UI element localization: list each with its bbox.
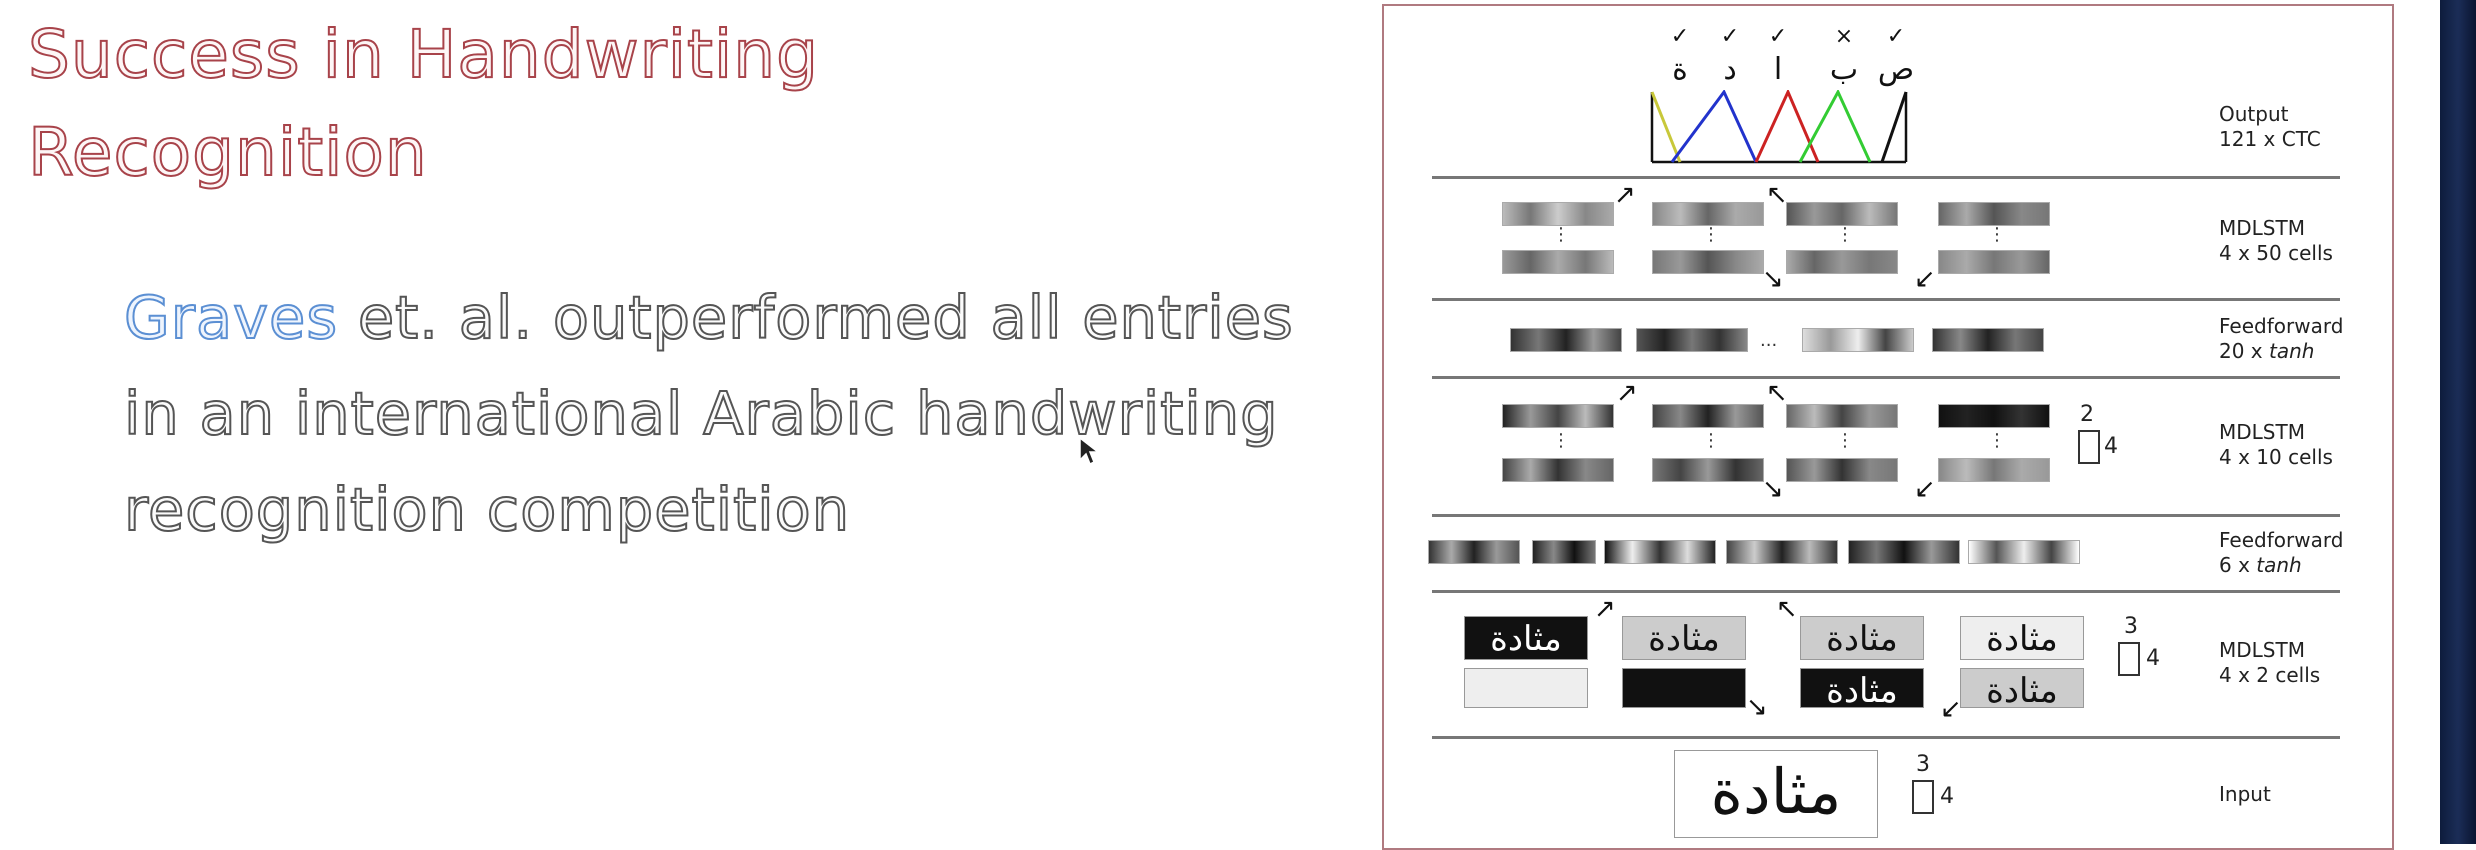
- check-mark-2: ✓: [1720, 24, 1740, 49]
- separator: [1432, 514, 2340, 517]
- arrow-down-right: ↘: [1762, 264, 1784, 294]
- dimension-height: 3: [1916, 752, 1930, 777]
- word-activation-image: [1622, 668, 1746, 708]
- vertical-ellipsis: ⋮: [1836, 224, 1854, 245]
- activation-strip: [1652, 404, 1764, 428]
- vertical-ellipsis: ⋮: [1702, 430, 1720, 451]
- activation-strip: [1786, 202, 1898, 226]
- activation-strip: [1786, 250, 1898, 274]
- cross-mark: ×: [1834, 24, 1854, 49]
- arrow-down-right: ↘: [1746, 692, 1768, 722]
- layer-label-mdlstm-10: MDLSTM 4 x 10 cells: [2219, 420, 2333, 469]
- vertical-ellipsis: ⋮: [1552, 430, 1570, 451]
- arrow-up-left: ↖: [1766, 378, 1788, 408]
- network-diagram: ✓ ✓ ✓ × ✓ ة د ا ب ص Output 121 x CTC ⋮ ⋮ …: [1382, 4, 2394, 850]
- word-activation-image: مثادة: [1622, 616, 1746, 660]
- activation-strip: [1802, 328, 1914, 352]
- arrow-up-right: ↗: [1594, 594, 1616, 624]
- output-glyph-5: ص: [1877, 52, 1915, 87]
- activation-strip: [1428, 540, 1520, 564]
- vertical-ellipsis: ⋮: [1988, 430, 2006, 451]
- layer-label-input: Input: [2219, 782, 2271, 806]
- word-activation-image: مثادة: [1464, 616, 1588, 660]
- dimension-box-icon: [1912, 780, 1934, 814]
- slide-body-text: Graves et. al. outperformed all entries …: [123, 270, 1344, 558]
- activation-strip: [1502, 202, 1614, 226]
- activation-strip: [1532, 540, 1596, 564]
- activation-strip: [1726, 540, 1838, 564]
- arrow-up-right: ↗: [1614, 180, 1636, 210]
- activation-strip: [1510, 328, 1622, 352]
- arrow-down-left: ↙: [1940, 694, 1962, 724]
- activation-strip: [1786, 458, 1898, 482]
- slide-title: Success in Handwriting Recognition: [27, 15, 819, 192]
- output-glyph-1: ة: [1672, 52, 1688, 87]
- activation-strip: [1502, 250, 1614, 274]
- layer-label-mdlstm-2: MDLSTM 4 x 2 cells: [2219, 638, 2321, 687]
- word-activation-image: مثادة: [1800, 668, 1924, 711]
- activation-strip: [1502, 404, 1614, 428]
- dimension-height: 2: [2080, 402, 2094, 427]
- activation-strip: [1938, 202, 2050, 226]
- layer-label-feedforward-20: Feedforward 20 x tanh: [2219, 314, 2344, 363]
- check-mark-3: ✓: [1768, 24, 1788, 49]
- arrow-down-left: ↙: [1914, 474, 1936, 504]
- separator: [1432, 590, 2340, 593]
- dimension-width: 4: [2146, 646, 2160, 671]
- layer-label-mdlstm-50: MDLSTM 4 x 50 cells: [2219, 216, 2333, 265]
- word-activation-image: مثادة: [1960, 616, 2084, 660]
- word-activation-image: مثادة: [1960, 668, 2084, 711]
- activation-strip: [1938, 250, 2050, 274]
- activation-strip: [1652, 250, 1764, 274]
- activation-strip: [1604, 540, 1716, 564]
- dimension-width: 4: [1940, 784, 1954, 809]
- output-glyph-3: ا: [1773, 52, 1783, 87]
- layer-label-feedforward-6: Feedforward 6 x tanh: [2219, 528, 2344, 577]
- arrow-up-right: ↗: [1616, 378, 1638, 408]
- activation-strip: [1502, 458, 1614, 482]
- dimension-box-icon: [2078, 430, 2100, 464]
- author-highlight: Graves: [123, 282, 339, 353]
- output-glyph-2: د: [1723, 52, 1737, 87]
- arrow-up-left: ↖: [1766, 180, 1788, 210]
- arrow-down-left: ↙: [1914, 264, 1936, 294]
- dimension-box-icon: [2118, 642, 2140, 676]
- separator: [1432, 376, 2340, 379]
- vertical-ellipsis: ⋮: [1836, 430, 1854, 451]
- dimension-width: 4: [2104, 434, 2118, 459]
- body-rest: et. al. outperformed all entries in an i…: [123, 282, 1294, 545]
- vertical-ellipsis: ⋮: [1702, 224, 1720, 245]
- separator: [1432, 176, 2340, 179]
- word-activation-image: [1464, 668, 1588, 708]
- activation-strip: [1938, 404, 2050, 428]
- layer-label-output: Output 121 x CTC: [2219, 102, 2321, 151]
- window-edge: [2440, 0, 2476, 844]
- activation-strip: [1932, 328, 2044, 352]
- activation-strip: [1848, 540, 1960, 564]
- check-mark-1: ✓: [1670, 24, 1690, 49]
- activation-strip: [1938, 458, 2050, 482]
- activation-strip: [1636, 328, 1748, 352]
- vertical-ellipsis: ⋮: [1988, 224, 2006, 245]
- check-mark-4: ✓: [1886, 24, 1906, 49]
- separator: [1432, 298, 2340, 301]
- horizontal-ellipsis: ...: [1760, 330, 1778, 351]
- activation-strip: [1652, 458, 1764, 482]
- activation-strip: [1786, 404, 1898, 428]
- activation-strip: [1968, 540, 2080, 564]
- arrow-up-left: ↖: [1776, 594, 1798, 624]
- word-activation-image: مثادة: [1800, 616, 1924, 660]
- vertical-ellipsis: ⋮: [1552, 224, 1570, 245]
- separator: [1432, 736, 2340, 739]
- ctc-output-plot: [1650, 90, 1908, 164]
- input-handwriting-image: مثادة: [1674, 750, 1878, 838]
- dimension-height: 3: [2124, 614, 2138, 639]
- output-glyph-4: ب: [1829, 52, 1859, 87]
- mouse-cursor-icon: [1079, 436, 1100, 466]
- arrow-down-right: ↘: [1762, 474, 1784, 504]
- activation-strip: [1652, 202, 1764, 226]
